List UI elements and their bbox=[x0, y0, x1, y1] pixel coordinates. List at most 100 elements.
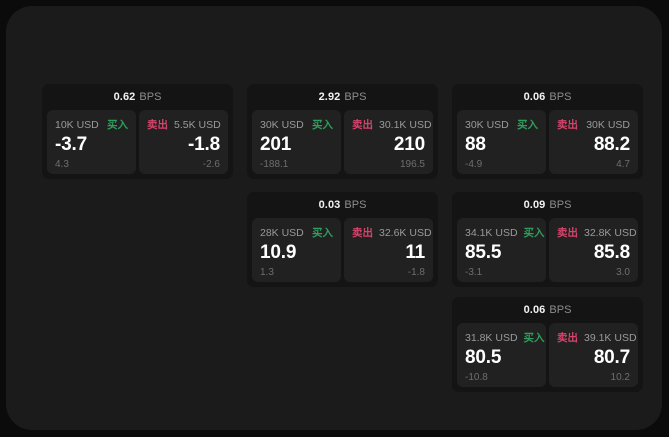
sell-side[interactable]: 卖出 30K USD 88.2 4.7 bbox=[549, 110, 638, 174]
card-body: 10K USD 买入 -3.7 4.3 卖出 5.5K USD -1.8 bbox=[47, 110, 228, 174]
sell-delta: 196.5 bbox=[399, 159, 425, 170]
buy-delta: -3.1 bbox=[465, 267, 483, 278]
quotes-panel: 0.62 BPS 10K USD 买入 -3.7 4.3 bbox=[6, 6, 662, 430]
card-header: 0.06 BPS bbox=[452, 84, 643, 110]
buy-action-label: 买入 bbox=[523, 332, 545, 344]
card-header: 0.03 BPS bbox=[247, 192, 438, 218]
buy-quantity: 28K USD bbox=[260, 226, 304, 239]
buy-action-label: 买入 bbox=[517, 119, 538, 131]
sell-action-label: 卖出 bbox=[557, 119, 578, 131]
bps-value: 0.06 bbox=[523, 304, 546, 316]
quote-card-grid: 0.62 BPS 10K USD 买入 -3.7 4.3 bbox=[42, 84, 644, 400]
buy-delta: -10.8 bbox=[465, 372, 488, 383]
buy-side[interactable]: 34.1K USD 买入 85.5 -3.1 bbox=[457, 218, 546, 282]
buy-side[interactable]: 28K USD 买入 10.9 1.3 bbox=[252, 218, 341, 282]
card-body: 28K USD 买入 10.9 1.3 卖出 32.6K USD 11 bbox=[252, 218, 433, 282]
bps-value: 0.62 bbox=[113, 91, 136, 103]
buy-action-label: 买入 bbox=[312, 119, 333, 131]
buy-delta: 1.3 bbox=[260, 267, 274, 278]
buy-side-header: 10K USD 买入 bbox=[55, 117, 128, 132]
sell-price: 88.2 bbox=[593, 134, 630, 155]
card-body: 30K USD 买入 201 -188.1 卖出 30.1K USD 210 bbox=[252, 110, 433, 174]
buy-price: 201 bbox=[260, 134, 292, 155]
bps-unit-label: BPS bbox=[549, 91, 572, 103]
card-body: 30K USD 买入 88 -4.9 卖出 30K USD 88.2 bbox=[457, 110, 638, 174]
buy-action-label: 买入 bbox=[107, 119, 128, 131]
sell-price: 85.8 bbox=[593, 242, 630, 263]
sell-quantity: 30.1K USD bbox=[379, 118, 432, 131]
quote-card[interactable]: 2.92 BPS 30K USD 买入 201 -188.1 bbox=[247, 84, 438, 179]
buy-price: 88 bbox=[465, 134, 486, 155]
buy-action-label: 买入 bbox=[312, 227, 333, 239]
sell-quantity: 32.6K USD bbox=[379, 226, 432, 239]
buy-side[interactable]: 31.8K USD 买入 80.5 -10.8 bbox=[457, 323, 546, 387]
buy-quantity: 34.1K USD bbox=[465, 226, 518, 239]
quote-card[interactable]: 0.03 BPS 28K USD 买入 10.9 1.3 bbox=[247, 192, 438, 287]
bps-value: 0.03 bbox=[318, 199, 341, 211]
buy-side[interactable]: 10K USD 买入 -3.7 4.3 bbox=[47, 110, 136, 174]
buy-price: 80.5 bbox=[465, 347, 502, 368]
buy-side[interactable]: 30K USD 买入 88 -4.9 bbox=[457, 110, 546, 174]
sell-quantity: 5.5K USD bbox=[174, 118, 221, 131]
buy-delta: -188.1 bbox=[260, 159, 289, 170]
buy-side-header: 34.1K USD 买入 bbox=[465, 225, 545, 240]
sell-quantity: 39.1K USD bbox=[584, 331, 637, 344]
sell-quantity: 30K USD bbox=[586, 118, 630, 131]
sell-action-label: 卖出 bbox=[352, 227, 373, 239]
buy-side[interactable]: 30K USD 买入 201 -188.1 bbox=[252, 110, 341, 174]
sell-side-header: 卖出 30K USD bbox=[557, 117, 630, 132]
sell-side-header: 卖出 32.6K USD bbox=[352, 225, 432, 240]
sell-side-header: 卖出 5.5K USD bbox=[147, 117, 221, 132]
buy-side-header: 30K USD 买入 bbox=[465, 117, 538, 132]
sell-price: 210 bbox=[393, 134, 425, 155]
sell-action-label: 卖出 bbox=[147, 119, 168, 131]
card-header: 0.09 BPS bbox=[452, 192, 643, 218]
bps-unit-label: BPS bbox=[549, 304, 572, 316]
sell-side-header: 卖出 39.1K USD bbox=[557, 330, 637, 345]
sell-side[interactable]: 卖出 32.8K USD 85.8 3.0 bbox=[549, 218, 638, 282]
sell-delta: 10.2 bbox=[610, 372, 630, 383]
quote-card[interactable]: 0.09 BPS 34.1K USD 买入 85.5 -3.1 bbox=[452, 192, 643, 287]
sell-delta: 3.0 bbox=[616, 267, 630, 278]
bps-value: 0.06 bbox=[523, 91, 546, 103]
sell-delta: -1.8 bbox=[407, 267, 425, 278]
card-header: 0.62 BPS bbox=[42, 84, 233, 110]
bps-unit-label: BPS bbox=[344, 91, 367, 103]
sell-side[interactable]: 卖出 5.5K USD -1.8 -2.6 bbox=[139, 110, 228, 174]
sell-action-label: 卖出 bbox=[557, 332, 578, 344]
sell-delta: -2.6 bbox=[202, 159, 220, 170]
sell-price: -1.8 bbox=[188, 134, 220, 155]
buy-action-label: 买入 bbox=[523, 227, 545, 239]
card-body: 31.8K USD 买入 80.5 -10.8 卖出 39.1K USD 80 bbox=[457, 323, 638, 387]
quote-card[interactable]: 0.62 BPS 10K USD 买入 -3.7 4.3 bbox=[42, 84, 233, 179]
buy-delta: 4.3 bbox=[55, 159, 69, 170]
sell-action-label: 卖出 bbox=[557, 227, 578, 239]
quote-card[interactable]: 0.06 BPS 31.8K USD 买入 80.5 -10.8 bbox=[452, 297, 643, 392]
buy-price: 85.5 bbox=[465, 242, 502, 263]
bps-unit-label: BPS bbox=[549, 199, 572, 211]
buy-price: -3.7 bbox=[55, 134, 87, 155]
buy-quantity: 30K USD bbox=[465, 118, 509, 131]
sell-price: 11 bbox=[405, 242, 425, 263]
sell-side-header: 卖出 30.1K USD bbox=[352, 117, 432, 132]
sell-action-label: 卖出 bbox=[352, 119, 373, 131]
buy-delta: -4.9 bbox=[465, 159, 483, 170]
buy-side-header: 31.8K USD 买入 bbox=[465, 330, 545, 345]
sell-side[interactable]: 卖出 39.1K USD 80.7 10.2 bbox=[549, 323, 638, 387]
sell-side[interactable]: 卖出 30.1K USD 210 196.5 bbox=[344, 110, 433, 174]
bps-unit-label: BPS bbox=[139, 91, 162, 103]
buy-quantity: 30K USD bbox=[260, 118, 304, 131]
quote-card[interactable]: 0.06 BPS 30K USD 买入 88 -4.9 bbox=[452, 84, 643, 179]
bps-value: 2.92 bbox=[318, 91, 341, 103]
buy-side-header: 30K USD 买入 bbox=[260, 117, 333, 132]
buy-side-header: 28K USD 买入 bbox=[260, 225, 333, 240]
buy-quantity: 31.8K USD bbox=[465, 331, 518, 344]
buy-quantity: 10K USD bbox=[55, 118, 99, 131]
buy-price: 10.9 bbox=[260, 242, 297, 263]
sell-quantity: 32.8K USD bbox=[584, 226, 637, 239]
sell-side[interactable]: 卖出 32.6K USD 11 -1.8 bbox=[344, 218, 433, 282]
card-body: 34.1K USD 买入 85.5 -3.1 卖出 32.8K USD 85. bbox=[457, 218, 638, 282]
card-header: 2.92 BPS bbox=[247, 84, 438, 110]
card-header: 0.06 BPS bbox=[452, 297, 643, 323]
